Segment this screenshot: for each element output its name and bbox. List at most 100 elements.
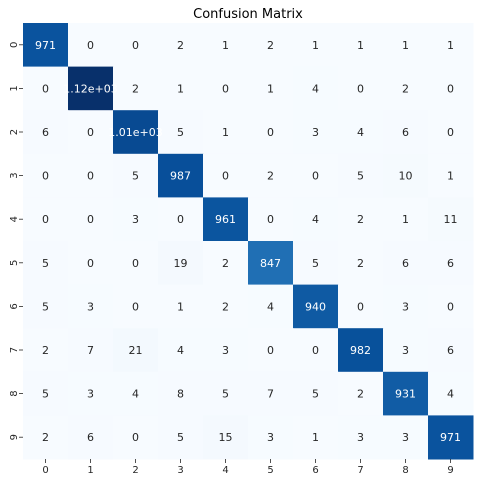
heatmap-cell — [293, 66, 339, 111]
cell-value-label: 961 — [215, 213, 236, 226]
cell-value-label: 5 — [222, 388, 229, 401]
heatmap-cell — [338, 241, 384, 286]
heatmap-cell — [158, 110, 204, 155]
cell-value-label: 0 — [312, 344, 319, 357]
cell-value-label: 0 — [132, 257, 139, 270]
cell-value-label: 6 — [447, 257, 454, 270]
heatmap-cell — [428, 153, 474, 198]
cell-value-label: 0 — [357, 300, 364, 313]
heatmap-cell — [248, 328, 294, 373]
heatmap-cell — [293, 241, 339, 286]
cell-value-label: 0 — [87, 39, 94, 52]
cell-value-label: 5 — [177, 126, 184, 139]
heatmap-cell — [113, 153, 159, 198]
cell-value-label: 5 — [177, 431, 184, 444]
heatmap-cell — [68, 23, 114, 68]
heatmap-cell — [248, 153, 294, 198]
cell-value-label: 982 — [350, 344, 371, 357]
heatmap-cell — [293, 415, 339, 460]
cell-value-label: 1 — [447, 39, 454, 52]
cell-value-label: 0 — [267, 126, 274, 139]
cell-value-label: 0 — [132, 39, 139, 52]
heatmap-cell — [113, 415, 159, 460]
y-tick-label: 8 — [9, 390, 20, 396]
x-tick-label: 2 — [132, 465, 138, 476]
heatmap-cell — [68, 197, 114, 242]
cell-value-label: 3 — [267, 431, 274, 444]
x-tick-label: 5 — [267, 465, 273, 476]
x-tick-label: 3 — [177, 465, 183, 476]
heatmap-cell — [248, 23, 294, 68]
cell-value-label: 1 — [267, 82, 274, 95]
cell-value-label: 11 — [444, 213, 458, 226]
cell-value-label: 0 — [447, 300, 454, 313]
heatmap-cell — [293, 23, 339, 68]
heatmap-cell — [23, 415, 69, 460]
heatmap-cell — [203, 23, 249, 68]
cell-value-label: 1 — [402, 213, 409, 226]
x-tick-label: 7 — [357, 465, 363, 476]
cell-value-label: 2 — [267, 39, 274, 52]
heatmap-cell — [68, 66, 114, 111]
cell-value-label: 0 — [87, 170, 94, 183]
cell-value-label: 8 — [177, 388, 184, 401]
heatmap-cell — [383, 415, 429, 460]
cell-value-label: 3 — [312, 126, 319, 139]
heatmap-cell — [293, 110, 339, 155]
heatmap-cell — [203, 284, 249, 329]
cell-value-label: 5 — [42, 257, 49, 270]
cell-value-label: 2 — [357, 388, 364, 401]
cell-value-label: 2 — [267, 170, 274, 183]
x-tick-label: 9 — [447, 465, 453, 476]
cell-value-label: 7 — [87, 344, 94, 357]
cell-value-label: 0 — [447, 82, 454, 95]
heatmap-cell — [203, 66, 249, 111]
heatmap-cell — [158, 415, 204, 460]
x-tick-label: 8 — [402, 465, 408, 476]
cell-value-label: 10 — [399, 170, 413, 183]
cell-value-label: 0 — [357, 82, 364, 95]
cell-value-label: 5 — [132, 170, 139, 183]
heatmap-cell — [113, 241, 159, 286]
cell-value-label: 0 — [42, 170, 49, 183]
heatmap-cell — [68, 241, 114, 286]
cell-value-label: 847 — [260, 257, 281, 270]
cell-value-label: 0 — [132, 300, 139, 313]
heatmap-cell — [383, 328, 429, 373]
cell-value-label: 3 — [402, 300, 409, 313]
cell-value-label: 1 — [312, 39, 319, 52]
cell-value-label: 3 — [132, 213, 139, 226]
cell-value-label: 3 — [222, 344, 229, 357]
heatmap-cell — [383, 197, 429, 242]
y-tick-label: 3 — [9, 172, 20, 178]
y-tick-label: 1 — [9, 85, 20, 91]
heatmap-cell — [158, 153, 204, 198]
heatmap-cell — [248, 66, 294, 111]
cell-value-label: 3 — [87, 300, 94, 313]
x-tick-label: 1 — [87, 465, 93, 476]
heatmap-cell — [23, 23, 69, 68]
heatmap-cell — [383, 153, 429, 198]
cell-value-label: 0 — [42, 213, 49, 226]
heatmap-cell — [338, 415, 384, 460]
heatmap-cell — [68, 415, 114, 460]
y-tick-label: 5 — [9, 260, 20, 266]
heatmap-cell — [203, 371, 249, 416]
cell-value-label: 6 — [42, 126, 49, 139]
cell-value-label: 2 — [132, 82, 139, 95]
cell-value-label: 1 — [357, 39, 364, 52]
cell-value-label: 1.01e+03 — [108, 126, 162, 139]
x-tick-label: 6 — [312, 465, 318, 476]
cell-value-label: 2 — [402, 82, 409, 95]
heatmap-cell — [428, 23, 474, 68]
cell-value-label: 0 — [177, 213, 184, 226]
cell-value-label: 2 — [222, 300, 229, 313]
heatmap-cell — [68, 153, 114, 198]
cell-value-label: 4 — [177, 344, 184, 357]
cell-value-label: 0 — [42, 82, 49, 95]
heatmap-cell — [113, 66, 159, 111]
cell-value-label: 5 — [357, 170, 364, 183]
heatmap-cell — [293, 371, 339, 416]
heatmap-cell — [338, 371, 384, 416]
cell-value-label: 1 — [177, 300, 184, 313]
